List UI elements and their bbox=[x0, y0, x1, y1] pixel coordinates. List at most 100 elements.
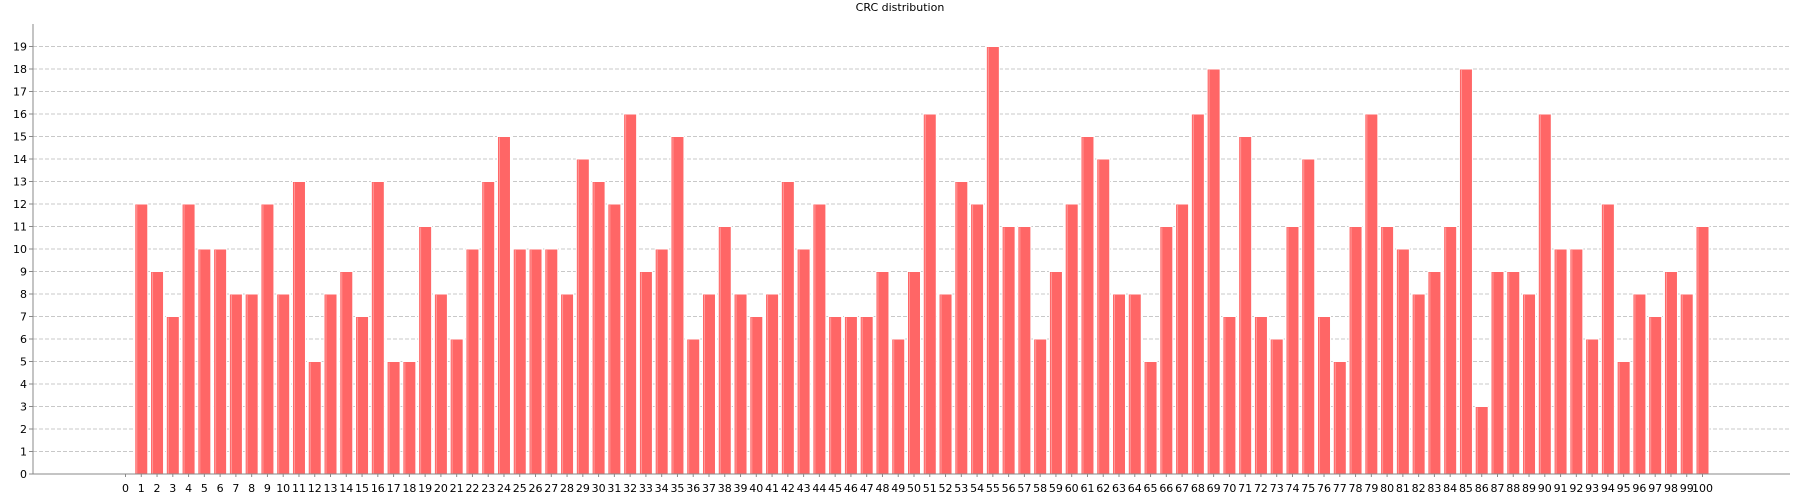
x-tick-label: 75 bbox=[1301, 482, 1315, 495]
x-tick-label: 82 bbox=[1412, 482, 1426, 495]
y-tick-label: 2 bbox=[20, 423, 27, 436]
x-tick-label: 10 bbox=[276, 482, 290, 495]
y-tick-label: 12 bbox=[13, 198, 27, 211]
x-tick-label: 65 bbox=[1144, 482, 1158, 495]
x-tick-label: 0 bbox=[122, 482, 129, 495]
x-tick-label: 53 bbox=[954, 482, 968, 495]
x-tick-label: 35 bbox=[670, 482, 684, 495]
y-tick-label: 6 bbox=[20, 333, 27, 346]
x-tick-label: 2 bbox=[154, 482, 161, 495]
y-tick-label: 15 bbox=[13, 131, 27, 144]
x-tick-label: 100 bbox=[1692, 482, 1713, 495]
y-tick-label: 7 bbox=[20, 311, 27, 324]
x-tick-label: 32 bbox=[623, 482, 637, 495]
y-tick-label: 16 bbox=[13, 108, 27, 121]
x-tick-label: 38 bbox=[718, 482, 732, 495]
x-tick-label: 41 bbox=[765, 482, 779, 495]
x-tick-label: 64 bbox=[1128, 482, 1142, 495]
x-tick-label: 51 bbox=[923, 482, 937, 495]
x-tick-label: 54 bbox=[970, 482, 984, 495]
x-tick-label: 18 bbox=[402, 482, 416, 495]
x-tick-label: 34 bbox=[655, 482, 669, 495]
x-tick-label: 42 bbox=[781, 482, 795, 495]
y-tick-label: 0 bbox=[20, 468, 27, 481]
x-tick-label: 23 bbox=[481, 482, 495, 495]
x-tick-label: 66 bbox=[1159, 482, 1173, 495]
y-tick-label: 14 bbox=[13, 153, 27, 166]
x-tick-label: 26 bbox=[529, 482, 543, 495]
x-tick-label: 16 bbox=[371, 482, 385, 495]
chart-title: CRC distribution bbox=[855, 1, 945, 14]
x-tick-label: 6 bbox=[217, 482, 224, 495]
x-tick-label: 12 bbox=[308, 482, 322, 495]
x-tick-label: 85 bbox=[1459, 482, 1473, 495]
x-tick-label: 87 bbox=[1490, 482, 1504, 495]
x-tick-label: 84 bbox=[1443, 482, 1457, 495]
x-tick-label: 68 bbox=[1191, 482, 1205, 495]
x-tick-label: 59 bbox=[1049, 482, 1063, 495]
x-tick-label: 17 bbox=[387, 482, 401, 495]
x-tick-label: 73 bbox=[1270, 482, 1284, 495]
x-tick-label: 21 bbox=[450, 482, 464, 495]
x-tick-label: 61 bbox=[1080, 482, 1094, 495]
x-tick-label: 29 bbox=[576, 482, 590, 495]
x-tick-label: 43 bbox=[797, 482, 811, 495]
x-tick-label: 97 bbox=[1648, 482, 1662, 495]
x-tick-label: 81 bbox=[1396, 482, 1410, 495]
x-tick-label: 28 bbox=[560, 482, 574, 495]
x-tick-label: 44 bbox=[812, 482, 826, 495]
x-tick-label: 95 bbox=[1617, 482, 1631, 495]
x-tick-label: 74 bbox=[1285, 482, 1299, 495]
y-tick-label: 3 bbox=[20, 401, 27, 414]
x-tick-label: 88 bbox=[1506, 482, 1520, 495]
x-tick-label: 39 bbox=[734, 482, 748, 495]
x-tick-label: 96 bbox=[1632, 482, 1646, 495]
x-tick-label: 77 bbox=[1333, 482, 1347, 495]
x-tick-label: 76 bbox=[1317, 482, 1331, 495]
x-tick-label: 99 bbox=[1680, 482, 1694, 495]
y-tick-label: 5 bbox=[20, 356, 27, 369]
x-tick-label: 5 bbox=[201, 482, 208, 495]
x-tick-label: 78 bbox=[1349, 482, 1363, 495]
x-tick-label: 1 bbox=[138, 482, 145, 495]
x-tick-label: 48 bbox=[875, 482, 889, 495]
y-tick-label: 10 bbox=[13, 243, 27, 256]
y-tick-label: 9 bbox=[20, 266, 27, 279]
x-tick-label: 31 bbox=[607, 482, 621, 495]
x-tick-label: 57 bbox=[1017, 482, 1031, 495]
x-tick-label: 79 bbox=[1364, 482, 1378, 495]
axes bbox=[29, 24, 1790, 477]
x-tick-label: 15 bbox=[355, 482, 369, 495]
x-tick-label: 40 bbox=[749, 482, 763, 495]
x-tick-label: 4 bbox=[185, 482, 192, 495]
x-tick-label: 71 bbox=[1238, 482, 1252, 495]
x-tick-label: 58 bbox=[1033, 482, 1047, 495]
x-tick-labels: 0 1 2 3 4 5 6 7 8 9 10 11 12 13 14 15 16 17 18 19 20 21 22 23 24… bbox=[122, 482, 1713, 495]
x-tick-label: 13 bbox=[324, 482, 338, 495]
x-tick-label: 7 bbox=[232, 482, 239, 495]
y-tick-label: 13 bbox=[13, 176, 27, 189]
x-tick-label: 9 bbox=[264, 482, 271, 495]
x-tick-label: 8 bbox=[248, 482, 255, 495]
x-tick-label: 67 bbox=[1175, 482, 1189, 495]
y-tick-label: 11 bbox=[13, 221, 27, 234]
y-tick-label: 18 bbox=[13, 63, 27, 76]
x-tick-label: 27 bbox=[544, 482, 558, 495]
x-tick-label: 98 bbox=[1664, 482, 1678, 495]
x-tick-label: 19 bbox=[418, 482, 432, 495]
x-tick-label: 22 bbox=[465, 482, 479, 495]
x-tick-label: 62 bbox=[1096, 482, 1110, 495]
x-tick-label: 33 bbox=[639, 482, 653, 495]
x-tick-label: 70 bbox=[1222, 482, 1236, 495]
x-tick-label: 86 bbox=[1475, 482, 1489, 495]
x-tick-label: 20 bbox=[434, 482, 448, 495]
x-tick-label: 37 bbox=[702, 482, 716, 495]
x-tick-label: 24 bbox=[497, 482, 511, 495]
x-tick-label: 14 bbox=[339, 482, 353, 495]
x-tick-label: 47 bbox=[860, 482, 874, 495]
x-tick-label: 49 bbox=[891, 482, 905, 495]
x-tick-label: 3 bbox=[169, 482, 176, 495]
x-tick-label: 55 bbox=[986, 482, 1000, 495]
